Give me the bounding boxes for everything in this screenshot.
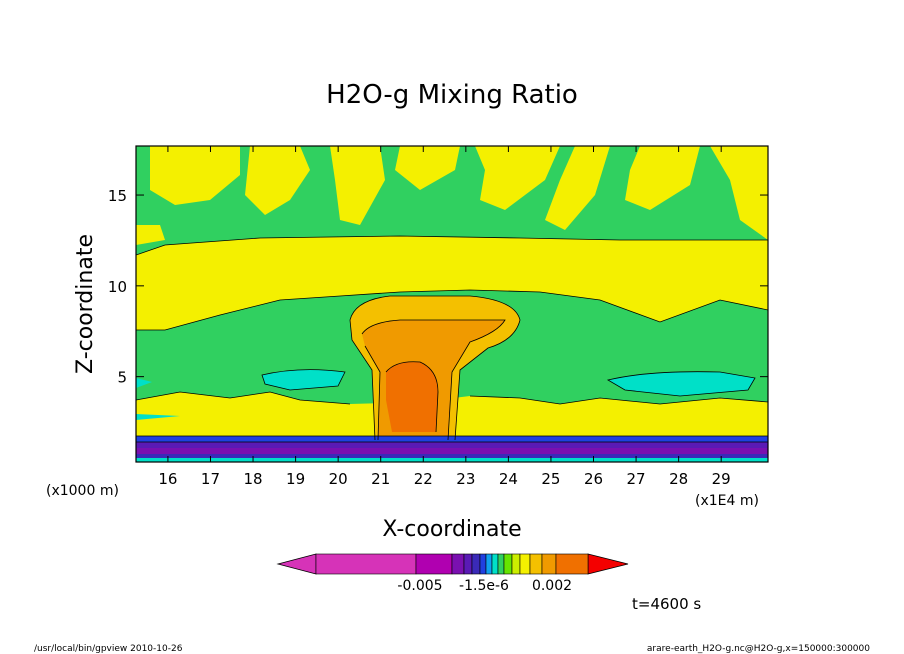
x-tick-label: 23 — [456, 470, 475, 488]
x-axis-label: X-coordinate — [382, 517, 521, 542]
contour-band — [545, 146, 610, 230]
colorbar-segment — [415, 553, 453, 575]
colorbar-segment — [463, 553, 473, 575]
contour-band — [136, 378, 152, 388]
footer-right: arare-earth_H2O-g.nc@H2O-g,x=150000:3000… — [647, 644, 870, 654]
contour-band — [136, 236, 768, 330]
x-unit-left: (x1000 m) — [46, 483, 119, 499]
colorbar-segment — [519, 553, 531, 575]
x-tick-label: 28 — [669, 470, 688, 488]
colorbar-segment — [497, 553, 505, 575]
x-tick-label: 22 — [414, 470, 433, 488]
x-tick-label: 21 — [371, 470, 390, 488]
colorbar-segment — [315, 553, 417, 575]
colorbar-segment — [503, 553, 513, 575]
contour-band — [475, 146, 560, 210]
contour-band — [386, 361, 438, 432]
colorbar-segment — [491, 553, 499, 575]
contour-band — [136, 225, 165, 245]
contour-band — [710, 146, 768, 240]
contour-band — [262, 369, 345, 390]
chart-title: H2O-g Mixing Ratio — [326, 80, 578, 110]
contour-band — [245, 146, 310, 215]
colorbar-segment — [541, 553, 557, 575]
y-axis-ticks: 5 10 15 — [108, 187, 768, 387]
colorbar-segment — [471, 553, 481, 575]
x-tick-label: 19 — [286, 470, 305, 488]
x-tick-label: 20 — [329, 470, 348, 488]
colorbar — [276, 553, 629, 575]
contour-band — [136, 454, 768, 458]
colorbar-segment — [451, 553, 465, 575]
contour-band — [136, 436, 768, 442]
x-tick-label: 26 — [584, 470, 603, 488]
contour-band — [136, 414, 180, 420]
footer-left: /usr/local/bin/gpview 2010-10-26 — [34, 644, 183, 654]
x-tick-label: 25 — [541, 470, 560, 488]
colorbar-label: 0.002 — [532, 578, 572, 594]
x-unit-right: (x1E4 m) — [695, 493, 759, 509]
contour-band — [395, 146, 460, 190]
y-tick-label: 5 — [117, 369, 127, 387]
colorbar-segment — [485, 553, 493, 575]
colorbar-end-low — [276, 553, 317, 575]
y-tick-label: 10 — [108, 278, 127, 296]
colorbar-end-high — [587, 553, 629, 575]
colorbar-segment — [529, 553, 543, 575]
contour-band — [330, 146, 385, 225]
colorbar-segment — [479, 553, 487, 575]
plot-frame — [135, 145, 769, 463]
y-tick-label: 15 — [108, 187, 127, 205]
contour-lines — [136, 235, 768, 443]
contour-band — [625, 146, 700, 210]
colorbar-label: -0.005 — [397, 578, 442, 594]
contour-band — [150, 146, 240, 205]
contour-band — [608, 371, 755, 396]
x-tick-label: 24 — [499, 470, 518, 488]
x-tick-label: 29 — [712, 470, 731, 488]
colorbar-segment — [511, 553, 521, 575]
x-tick-label: 17 — [201, 470, 220, 488]
contour-band — [136, 448, 768, 454]
x-tick-label: 27 — [627, 470, 646, 488]
colorbar-label: -1.5e-6 — [459, 578, 509, 594]
colorbar-labels: -0.005 -1.5e-6 0.002 — [397, 578, 572, 594]
contour-band — [136, 458, 768, 462]
y-axis-label: Z-coordinate — [73, 234, 98, 374]
plot-area — [136, 146, 768, 462]
contour-band — [136, 442, 768, 448]
time-label: t=4600 s — [632, 595, 701, 613]
x-axis-ticks: 16 17 18 19 20 21 22 23 24 25 26 27 28 29 — [158, 146, 731, 488]
x-tick-label: 16 — [158, 470, 177, 488]
x-tick-label: 18 — [243, 470, 262, 488]
colorbar-segment — [555, 553, 589, 575]
